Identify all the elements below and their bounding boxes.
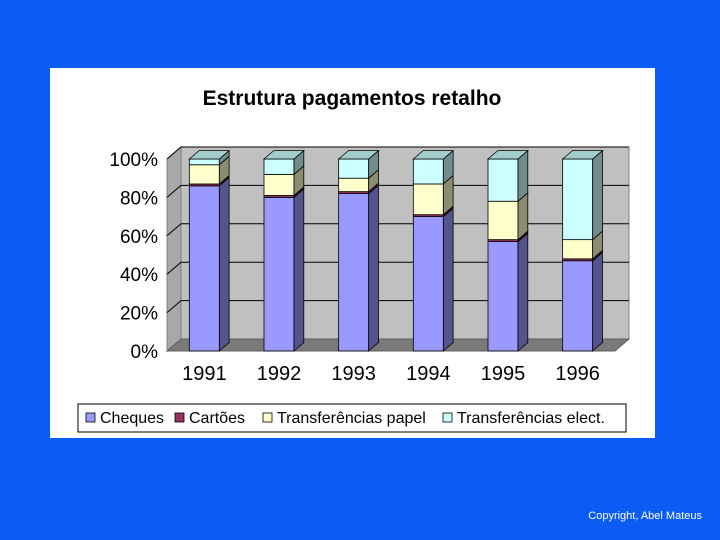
y-gridline bbox=[166, 146, 629, 160]
bar-front bbox=[487, 158, 519, 202]
bar-top bbox=[561, 150, 604, 160]
y-tick-label: 100% bbox=[109, 150, 158, 171]
bar-front bbox=[188, 164, 220, 185]
y-tick-label: 60% bbox=[120, 227, 158, 248]
legend-item: Cartões bbox=[174, 410, 245, 427]
y-tick-label: 40% bbox=[120, 265, 158, 286]
bar-segment-cheques bbox=[487, 232, 529, 352]
y-gridline bbox=[166, 300, 629, 313]
x-tick-label: 1996 bbox=[555, 363, 600, 385]
legend-item: Cheques bbox=[85, 410, 164, 427]
bar-segment-transfer-ncias-elect- bbox=[561, 149, 604, 241]
bar-top bbox=[486, 150, 529, 160]
bar-segment-cheques bbox=[562, 251, 603, 352]
bar-segment-cheques bbox=[263, 188, 305, 352]
chart-panel: Estrutura pagamentos retalho 0% 20% 40% 60%… bbox=[50, 68, 655, 438]
x-tick-label: 1992 bbox=[257, 363, 302, 385]
bar-front bbox=[188, 158, 220, 166]
bar-front bbox=[487, 200, 519, 241]
bar-front bbox=[263, 173, 295, 196]
bar-segment-transfer-ncias-elect- bbox=[337, 149, 380, 180]
legend-item: Transferências papel bbox=[262, 410, 426, 427]
y-gridline bbox=[166, 223, 629, 237]
legend-swatch bbox=[85, 412, 96, 423]
legend-swatch bbox=[262, 412, 273, 423]
plot-back-wall bbox=[180, 146, 630, 340]
bar-front bbox=[412, 183, 444, 216]
y-gridline bbox=[166, 261, 629, 275]
bar-side bbox=[368, 184, 379, 352]
bar-front bbox=[562, 260, 594, 352]
bar-segment-cheques bbox=[188, 176, 230, 352]
plot-floor bbox=[165, 338, 631, 352]
bar-side bbox=[442, 207, 454, 352]
bar-front bbox=[412, 216, 444, 352]
bar-top bbox=[412, 150, 455, 160]
bar-segment-transfer-ncias-elect- bbox=[412, 149, 455, 185]
bar-top bbox=[188, 150, 231, 160]
bar-front bbox=[487, 241, 519, 352]
bar-side bbox=[218, 176, 230, 352]
y-tick-label: 20% bbox=[120, 304, 158, 325]
bar-top bbox=[262, 150, 305, 160]
legend-box bbox=[77, 403, 627, 433]
bar-front bbox=[562, 158, 594, 241]
x-tick-label: 1994 bbox=[406, 363, 451, 385]
x-tick-label: 1993 bbox=[331, 363, 376, 385]
y-tick-label: 0% bbox=[131, 342, 159, 363]
bar-segment-transfer-ncias-elect- bbox=[486, 149, 529, 203]
chart: Estrutura pagamentos retalho 0% 20% 40% 60%… bbox=[77, 87, 631, 433]
bar-segment-cheques bbox=[338, 184, 379, 352]
bar-front bbox=[188, 185, 220, 352]
bar-side bbox=[293, 188, 305, 352]
bar-segment-transfer-ncias-papel bbox=[487, 191, 529, 241]
legend-swatch bbox=[442, 412, 453, 423]
x-tick-label: 1995 bbox=[481, 363, 526, 385]
bar-front bbox=[338, 158, 370, 179]
bar-segment-transfer-ncias-papel bbox=[412, 174, 454, 216]
bar-side bbox=[517, 232, 529, 352]
bar-front bbox=[263, 196, 295, 352]
bar-side bbox=[592, 149, 603, 241]
y-gridline bbox=[166, 184, 629, 198]
x-tick-label: 1991 bbox=[182, 363, 227, 385]
plot-side-wall bbox=[166, 145, 182, 353]
bar-front bbox=[412, 158, 444, 185]
bar-segment-transfer-ncias-papel bbox=[562, 230, 603, 260]
bar-top bbox=[337, 150, 380, 160]
legend-item: Transferências elect. bbox=[442, 410, 605, 427]
chart-title: Estrutura pagamentos retalho bbox=[203, 87, 502, 110]
y-tick-label: 80% bbox=[120, 188, 158, 209]
bar-front bbox=[338, 193, 370, 352]
bar-segment-transfer-ncias-elect- bbox=[262, 149, 305, 176]
bar-front bbox=[338, 177, 370, 193]
legend-label: Transferências papel bbox=[277, 410, 426, 427]
legend-label: Transferências elect. bbox=[457, 410, 605, 427]
legend-label: Cartões bbox=[189, 410, 245, 427]
bar-front bbox=[562, 239, 594, 260]
bar-segment-transfer-ncias-papel bbox=[263, 165, 305, 197]
bar-side bbox=[592, 251, 603, 352]
legend-swatch bbox=[174, 412, 185, 423]
bar-front bbox=[263, 158, 295, 175]
copyright-text: Copyright, Abel Mateus bbox=[588, 510, 702, 522]
bar-segment-transfer-ncias-elect- bbox=[188, 149, 231, 166]
bar-segment-cheques bbox=[412, 207, 454, 352]
legend-label: Cheques bbox=[100, 410, 164, 427]
